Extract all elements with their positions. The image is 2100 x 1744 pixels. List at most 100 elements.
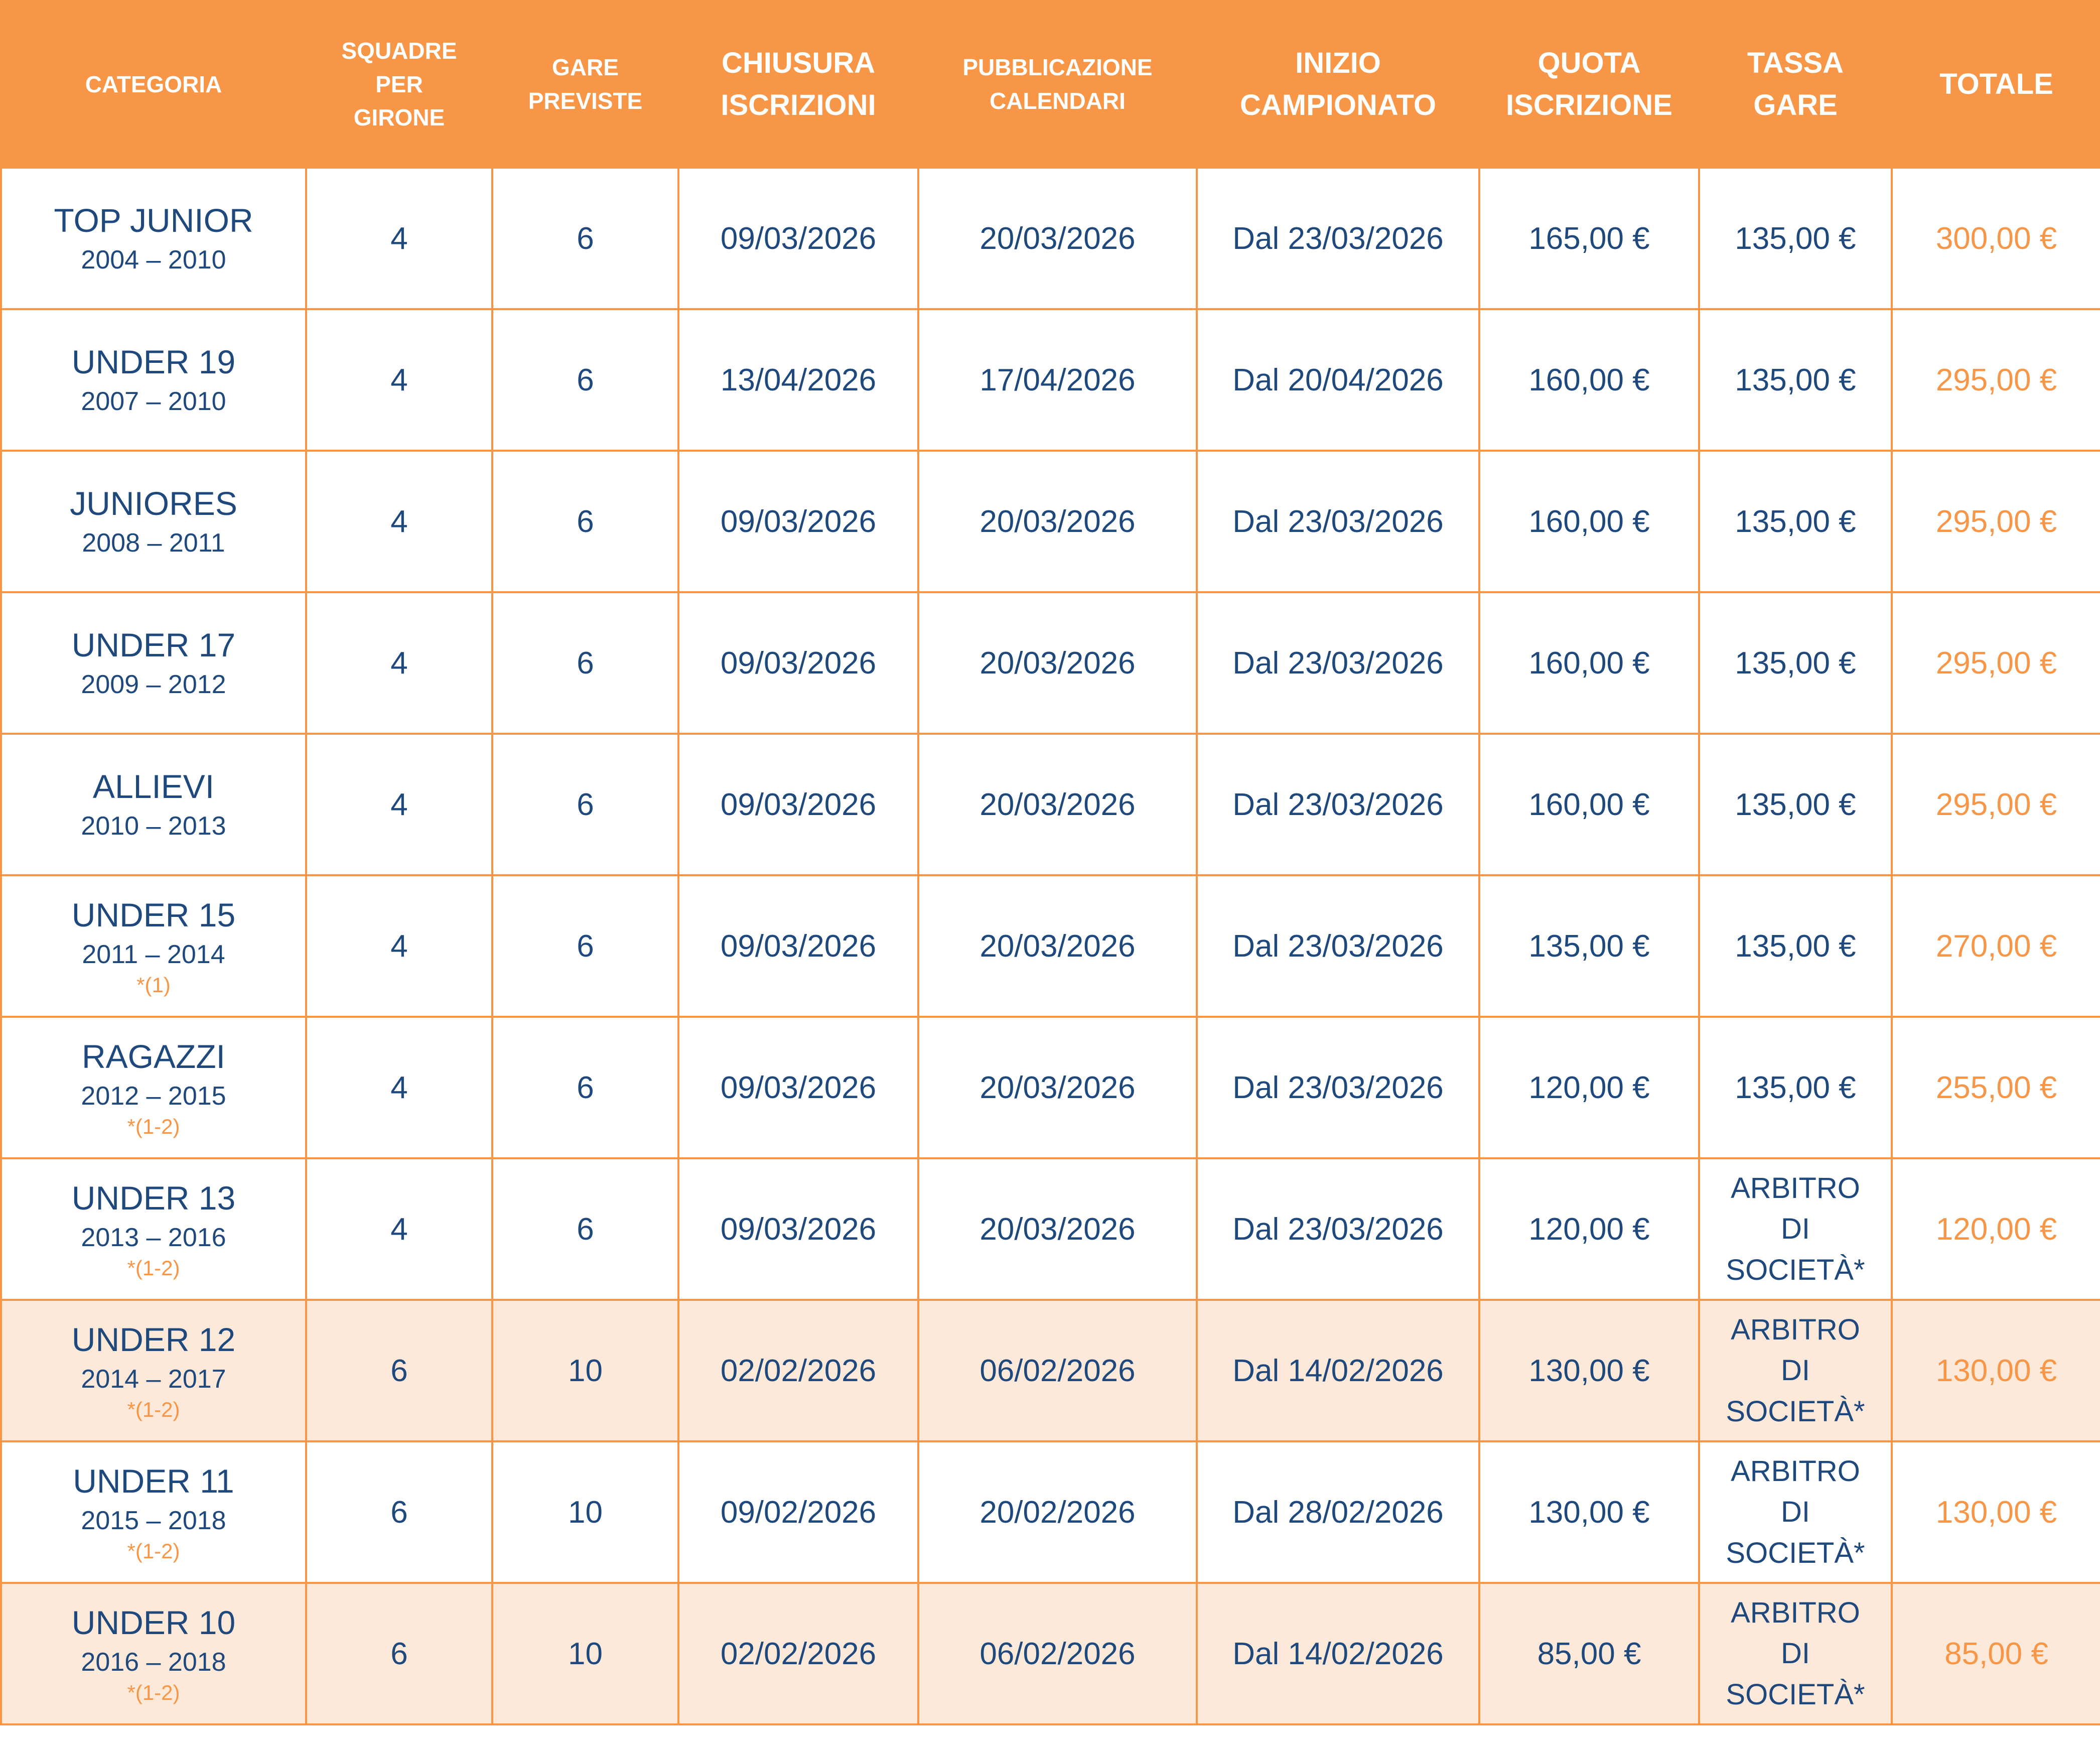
category-note: *(1-2) [127, 1680, 180, 1704]
category-years: 2004 – 2010 [81, 245, 226, 275]
cell-squadre: 4 [305, 450, 493, 593]
cell-totale: 295,00 € [1891, 733, 2100, 876]
cell-gare: 6 [491, 1016, 679, 1159]
header-squadre-per-girone: SQUADRE PER GIRONE [305, 0, 493, 169]
cell-inizio: Dal 23/03/2026 [1196, 591, 1480, 735]
cell-quota: 165,00 € [1478, 167, 1700, 310]
cell-totale: 295,00 € [1891, 450, 2100, 593]
cell-categoria: TOP JUNIOR 2004 – 2010 [0, 167, 307, 310]
category-name: UNDER 12 [71, 1320, 236, 1358]
category-years: 2014 – 2017 [81, 1364, 226, 1394]
cell-chiusura: 09/03/2026 [677, 591, 919, 735]
cell-categoria: UNDER 15 2011 – 2014 *(1) [0, 874, 307, 1018]
cell-chiusura: 02/02/2026 [677, 1582, 919, 1725]
cell-pubblicazione: 17/04/2026 [917, 308, 1198, 452]
header-tassa-gare: TASSA GARE [1698, 0, 1893, 169]
cell-pubblicazione: 20/03/2026 [917, 1157, 1198, 1301]
cell-inizio: Dal 23/03/2026 [1196, 1016, 1480, 1159]
cell-chiusura: 09/03/2026 [677, 733, 919, 876]
cell-totale: 130,00 € [1891, 1440, 2100, 1584]
cell-quota: 160,00 € [1478, 308, 1700, 452]
category-years: 2011 – 2014 [82, 940, 225, 969]
cell-tassa: 135,00 € [1698, 733, 1893, 876]
cell-quota: 120,00 € [1478, 1157, 1700, 1301]
cell-inizio: Dal 20/04/2026 [1196, 308, 1480, 452]
header-totale: TOTALE [1891, 0, 2100, 169]
cell-inizio: Dal 23/03/2026 [1196, 874, 1480, 1018]
cell-chiusura: 13/04/2026 [677, 308, 919, 452]
cell-inizio: Dal 14/02/2026 [1196, 1299, 1480, 1442]
cell-tassa: ARBITRO DI SOCIETÀ* [1698, 1157, 1893, 1301]
table-row: ALLIEVI 2010 – 2013 4 6 09/03/2026 20/03/2026… [0, 733, 2100, 876]
category-years: 2013 – 2016 [81, 1223, 226, 1252]
header-categoria: CATEGORIA [0, 0, 307, 169]
cell-quota: 130,00 € [1478, 1440, 1700, 1584]
category-note: *(1-2) [127, 1256, 180, 1280]
cell-squadre: 4 [305, 733, 493, 876]
cell-tassa: 135,00 € [1698, 450, 1893, 593]
cell-tassa: 135,00 € [1698, 591, 1893, 735]
category-years: 2008 – 2011 [82, 528, 225, 558]
category-name: UNDER 19 [71, 343, 236, 380]
cell-categoria: ALLIEVI 2010 – 2013 [0, 733, 307, 876]
category-name: UNDER 15 [71, 896, 236, 933]
cell-totale: 295,00 € [1891, 308, 2100, 452]
category-note: *(1-2) [127, 1397, 180, 1421]
category-name: UNDER 10 [71, 1603, 236, 1641]
category-years: 2016 – 2018 [81, 1647, 226, 1677]
cell-totale: 255,00 € [1891, 1016, 2100, 1159]
cell-pubblicazione: 20/03/2026 [917, 874, 1198, 1018]
cell-gare: 10 [491, 1440, 679, 1584]
cell-squadre: 4 [305, 1157, 493, 1301]
cell-chiusura: 09/03/2026 [677, 167, 919, 310]
table-row: JUNIORES 2008 – 2011 4 6 09/03/2026 20/03/202… [0, 450, 2100, 593]
cell-pubblicazione: 20/03/2026 [917, 450, 1198, 593]
table-row: TOP JUNIOR 2004 – 2010 4 6 09/03/2026 20/03/2… [0, 167, 2100, 310]
cell-inizio: Dal 23/03/2026 [1196, 733, 1480, 876]
cell-tassa: 135,00 € [1698, 1016, 1893, 1159]
cell-pubblicazione: 06/02/2026 [917, 1582, 1198, 1725]
table-row: UNDER 11 2015 – 2018 *(1-2) 6 10 09/02/2026 20… [0, 1440, 2100, 1584]
category-years: 2012 – 2015 [81, 1081, 226, 1111]
cell-squadre: 4 [305, 167, 493, 310]
header-inizio-campionato: INIZIO CAMPIONATO [1196, 0, 1480, 169]
table-row: UNDER 19 2007 – 2010 4 6 13/04/2026 17/04/202… [0, 308, 2100, 452]
cell-pubblicazione: 06/02/2026 [917, 1299, 1198, 1442]
cell-quota: 120,00 € [1478, 1016, 1700, 1159]
cell-inizio: Dal 23/03/2026 [1196, 450, 1480, 593]
table-row: UNDER 12 2014 – 2017 *(1-2) 6 10 02/02/2026 06… [0, 1299, 2100, 1442]
table-row: UNDER 13 2013 – 2016 *(1-2) 4 6 09/03/2026 20/… [0, 1157, 2100, 1301]
category-name: RAGAZZI [81, 1037, 225, 1075]
header-chiusura-iscrizioni: CHIUSURA ISCRIZIONI [677, 0, 919, 169]
category-name: UNDER 13 [71, 1179, 236, 1217]
cell-pubblicazione: 20/03/2026 [917, 1016, 1198, 1159]
category-years: 2010 – 2013 [81, 811, 226, 841]
cell-pubblicazione: 20/03/2026 [917, 591, 1198, 735]
cell-gare: 6 [491, 733, 679, 876]
cell-totale: 120,00 € [1891, 1157, 2100, 1301]
table-row: UNDER 10 2016 – 2018 *(1-2) 6 10 02/02/2026 06… [0, 1582, 2100, 1725]
cell-chiusura: 09/03/2026 [677, 450, 919, 593]
cell-inizio: Dal 28/02/2026 [1196, 1440, 1480, 1584]
cell-pubblicazione: 20/03/2026 [917, 167, 1198, 310]
cell-quota: 160,00 € [1478, 733, 1700, 876]
cell-categoria: UNDER 17 2009 – 2012 [0, 591, 307, 735]
cell-squadre: 6 [305, 1440, 493, 1584]
cell-quota: 160,00 € [1478, 450, 1700, 593]
cell-chiusura: 09/02/2026 [677, 1440, 919, 1584]
cell-tassa: 135,00 € [1698, 874, 1893, 1018]
cell-categoria: JUNIORES 2008 – 2011 [0, 450, 307, 593]
cell-squadre: 6 [305, 1299, 493, 1442]
cell-categoria: UNDER 12 2014 – 2017 *(1-2) [0, 1299, 307, 1442]
cell-gare: 6 [491, 874, 679, 1018]
header-pubblicazione-calendari: PUBBLICAZIONE CALENDARI [917, 0, 1198, 169]
cell-categoria: UNDER 10 2016 – 2018 *(1-2) [0, 1582, 307, 1725]
header-quota-iscrizione: QUOTA ISCRIZIONE [1478, 0, 1700, 169]
category-years: 2007 – 2010 [81, 386, 226, 416]
cell-categoria: UNDER 19 2007 – 2010 [0, 308, 307, 452]
cell-gare: 6 [491, 450, 679, 593]
cell-inizio: Dal 14/02/2026 [1196, 1582, 1480, 1725]
cell-gare: 10 [491, 1299, 679, 1442]
cell-squadre: 4 [305, 591, 493, 735]
